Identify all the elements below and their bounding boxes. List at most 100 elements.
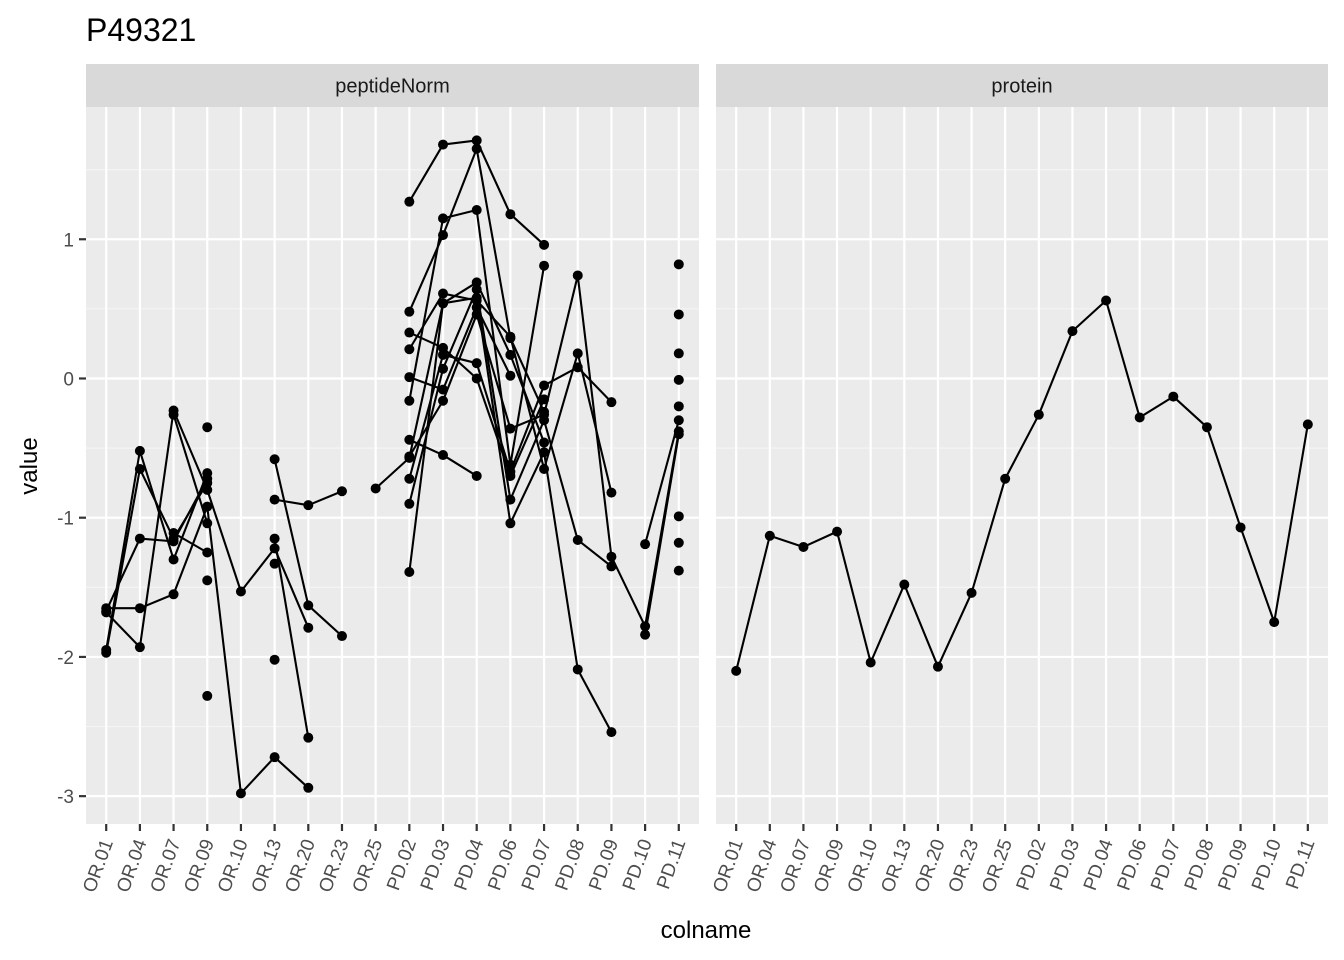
data-point bbox=[673, 511, 684, 522]
data-point bbox=[404, 327, 415, 338]
data-point bbox=[269, 533, 280, 544]
data-point bbox=[471, 284, 482, 295]
data-point bbox=[539, 394, 550, 405]
x-tick-label: OR.20 bbox=[281, 837, 320, 896]
data-point bbox=[269, 494, 280, 505]
x-tick-label: OR.07 bbox=[147, 837, 186, 896]
data-point bbox=[673, 429, 684, 440]
data-point bbox=[471, 135, 482, 146]
x-tick-label: OR.07 bbox=[777, 837, 816, 896]
data-point bbox=[1101, 295, 1112, 306]
data-point bbox=[899, 579, 910, 590]
data-point bbox=[673, 374, 684, 385]
data-point bbox=[438, 213, 449, 224]
data-point bbox=[539, 260, 550, 271]
x-tick-label: OR.04 bbox=[113, 836, 152, 895]
x-tick-label: PD.08 bbox=[1181, 837, 1219, 894]
data-point bbox=[572, 348, 583, 359]
data-point bbox=[1067, 326, 1078, 337]
data-point bbox=[471, 373, 482, 384]
data-point bbox=[471, 470, 482, 481]
data-point bbox=[235, 788, 246, 799]
data-point bbox=[438, 363, 449, 374]
data-point bbox=[202, 575, 213, 586]
data-point bbox=[640, 629, 651, 640]
data-point bbox=[539, 437, 550, 448]
data-point bbox=[438, 384, 449, 395]
data-point bbox=[539, 447, 550, 458]
data-point bbox=[505, 349, 516, 360]
data-point bbox=[471, 277, 482, 288]
chart-title: P49321 bbox=[86, 12, 196, 48]
data-point bbox=[438, 450, 449, 461]
data-point bbox=[438, 139, 449, 150]
data-point bbox=[438, 230, 449, 241]
x-tick-label: PD.03 bbox=[1046, 837, 1084, 894]
data-point bbox=[1168, 391, 1179, 402]
data-point bbox=[168, 409, 179, 420]
data-point bbox=[438, 349, 449, 360]
data-point bbox=[1134, 412, 1145, 423]
panels: peptideNormOR.01OR.04OR.07OR.09OR.10OR.1… bbox=[57, 64, 1328, 895]
x-tick-label: OR.01 bbox=[79, 837, 118, 896]
data-point bbox=[438, 395, 449, 406]
x-tick-label: PD.09 bbox=[1214, 837, 1252, 894]
data-point bbox=[404, 344, 415, 355]
data-point bbox=[134, 603, 145, 614]
x-tick-label: OR.10 bbox=[214, 837, 253, 896]
data-point bbox=[471, 143, 482, 154]
data-point bbox=[438, 342, 449, 353]
data-point bbox=[336, 486, 347, 497]
x-tick-label: PD.11 bbox=[1282, 837, 1319, 892]
data-point bbox=[336, 631, 347, 642]
data-point bbox=[471, 205, 482, 216]
strip-background bbox=[86, 64, 699, 107]
x-tick-label: PD.02 bbox=[1013, 837, 1051, 894]
data-point bbox=[1033, 409, 1044, 420]
series-line bbox=[173, 532, 208, 554]
series-line bbox=[374, 296, 613, 733]
data-point bbox=[404, 567, 415, 578]
data-point bbox=[673, 348, 684, 359]
data-point bbox=[471, 358, 482, 369]
x-tick-label: OR.13 bbox=[248, 837, 287, 896]
data-point bbox=[269, 654, 280, 665]
data-point bbox=[505, 333, 516, 344]
data-point bbox=[505, 370, 516, 381]
data-point bbox=[1201, 422, 1212, 433]
data-point bbox=[471, 292, 482, 303]
data-point bbox=[606, 397, 617, 408]
x-tick-label: OR.04 bbox=[743, 836, 782, 895]
data-point bbox=[673, 309, 684, 320]
data-point bbox=[404, 498, 415, 509]
data-point bbox=[168, 528, 179, 539]
data-point bbox=[673, 401, 684, 412]
data-point bbox=[202, 547, 213, 558]
data-point bbox=[673, 565, 684, 576]
data-point bbox=[640, 621, 651, 632]
y-tick-label: 1 bbox=[63, 230, 74, 251]
data-point bbox=[404, 306, 415, 317]
data-point bbox=[606, 561, 617, 572]
y-tick-label: -3 bbox=[57, 787, 74, 808]
data-point bbox=[303, 622, 314, 633]
series-line bbox=[408, 306, 512, 391]
x-tick-label: PD.06 bbox=[484, 837, 522, 894]
data-point bbox=[303, 732, 314, 743]
data-point bbox=[505, 518, 516, 529]
x-tick-label: PD.03 bbox=[417, 837, 455, 894]
data-point bbox=[202, 518, 213, 529]
y-tick-label: -1 bbox=[57, 509, 74, 530]
data-point bbox=[539, 406, 550, 417]
y-axis-title: value bbox=[16, 437, 43, 494]
panel-protein: proteinOR.01OR.04OR.07OR.09OR.10OR.13OR.… bbox=[709, 64, 1328, 895]
data-point bbox=[539, 463, 550, 474]
data-point bbox=[673, 415, 684, 426]
data-point bbox=[505, 209, 516, 220]
data-point bbox=[269, 454, 280, 465]
x-tick-label: PD.10 bbox=[619, 837, 657, 894]
series-line bbox=[644, 434, 680, 635]
data-point bbox=[731, 665, 742, 676]
data-point bbox=[134, 445, 145, 456]
x-tick-label: OR.25 bbox=[349, 837, 388, 896]
